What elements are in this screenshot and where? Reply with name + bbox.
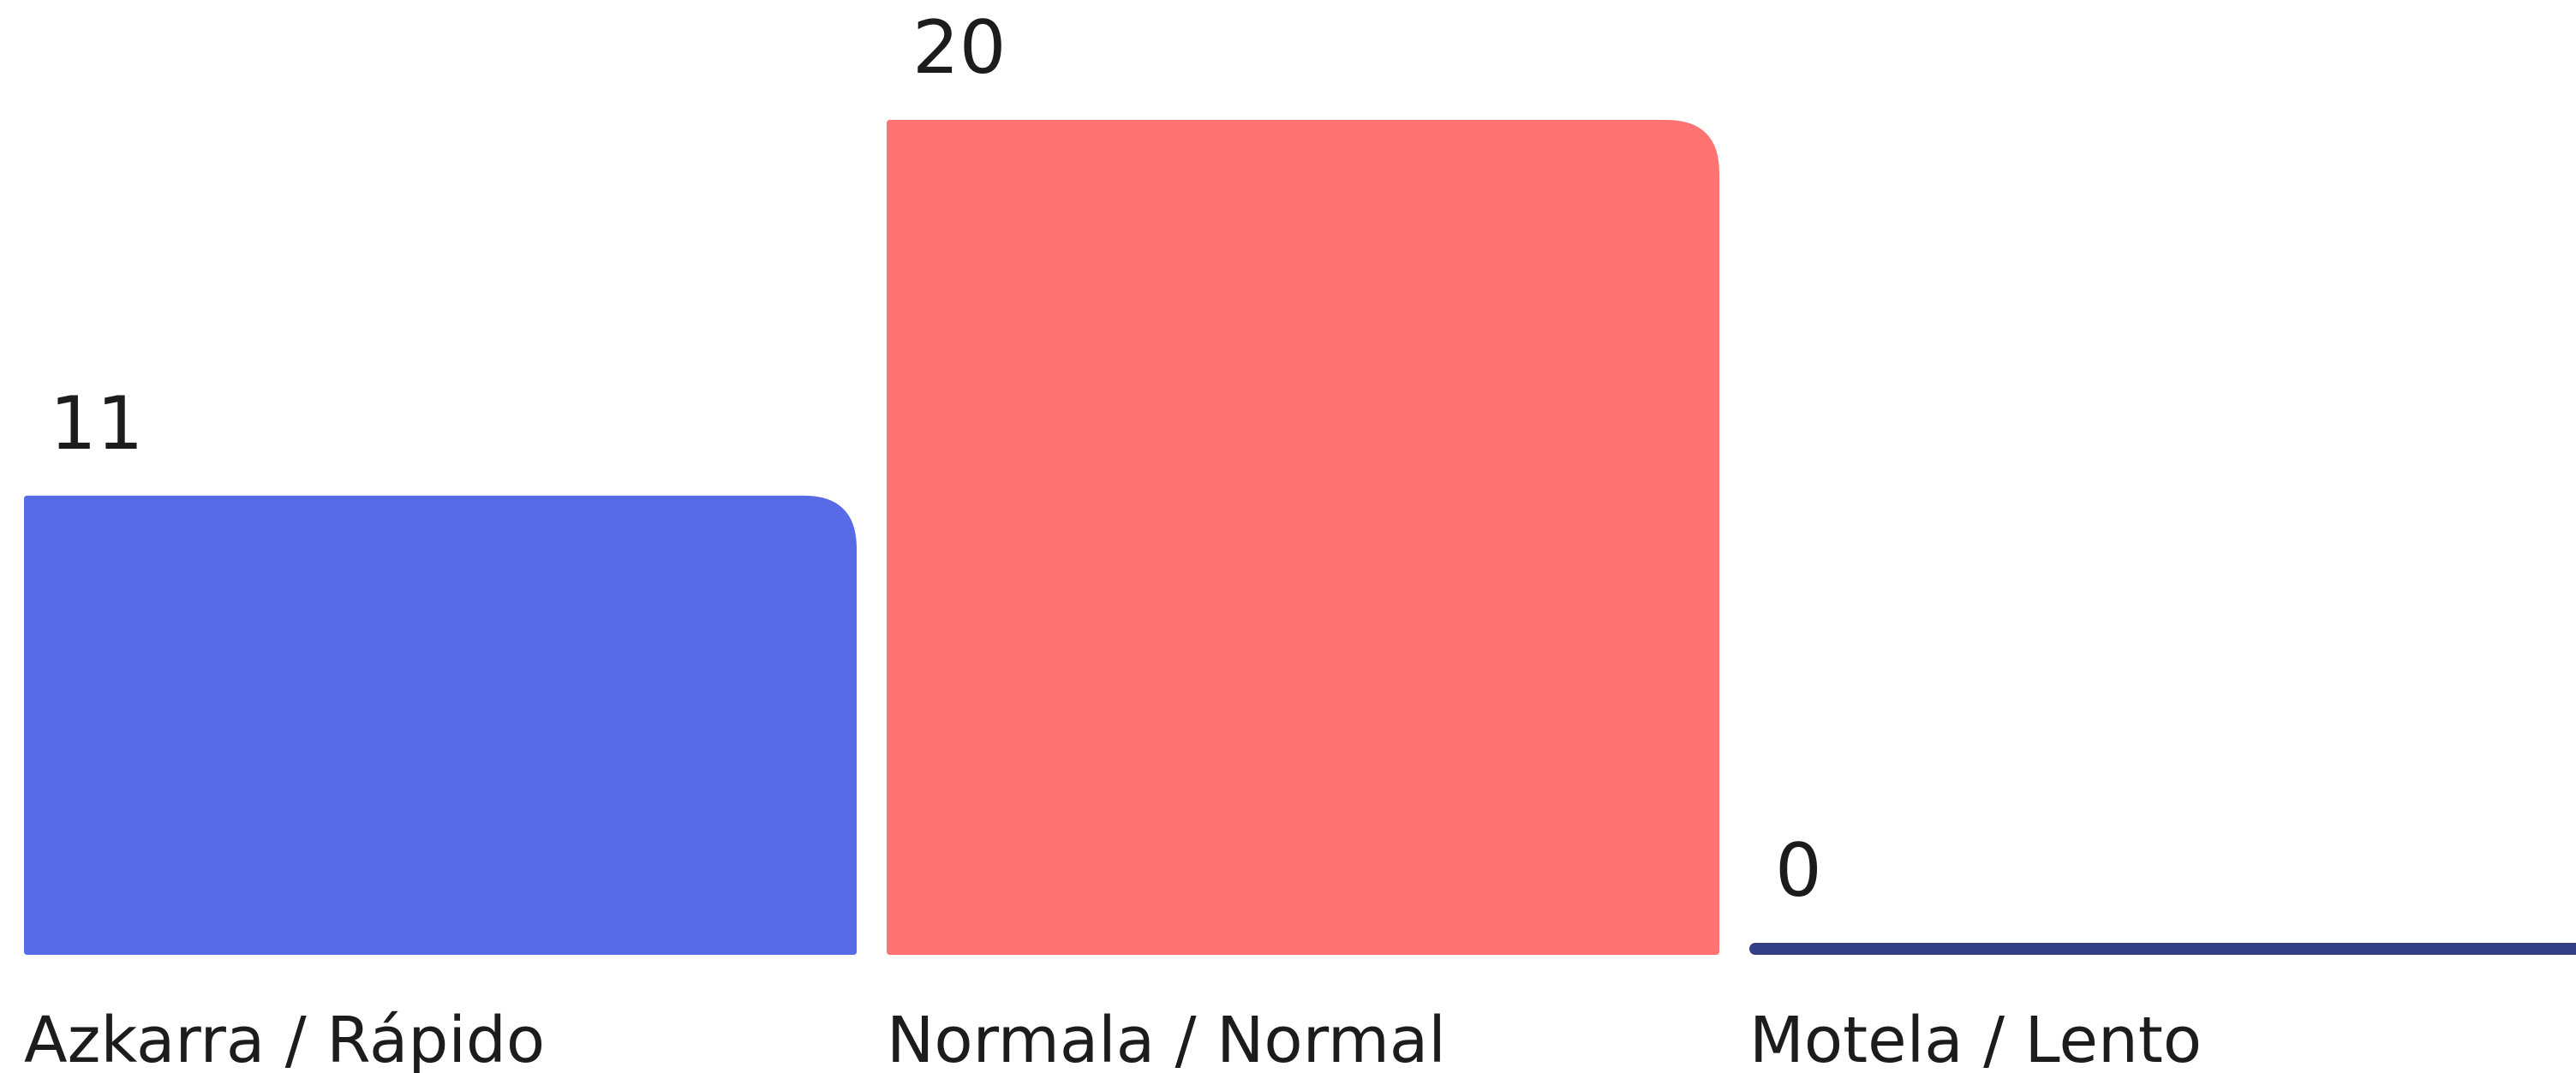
category-label-1: Azkarra / Rápido (24, 1004, 545, 1073)
value-label-1: 11 (50, 381, 143, 467)
value-label-2: 20 (912, 5, 1006, 91)
bar-2 (887, 120, 1719, 955)
bar-3 (1749, 943, 2576, 955)
value-labels-group: 11 20 0 (50, 5, 1822, 914)
category-label-2: Normala / Normal (887, 1004, 1446, 1073)
bar-1 (24, 495, 857, 955)
bars-group (24, 120, 2576, 955)
value-label-3: 0 (1775, 828, 1822, 914)
category-labels-group: Azkarra / Rápido Normala / Normal Motela /… (24, 1004, 2202, 1073)
category-label-3: Motela / Lento (1749, 1004, 2202, 1073)
